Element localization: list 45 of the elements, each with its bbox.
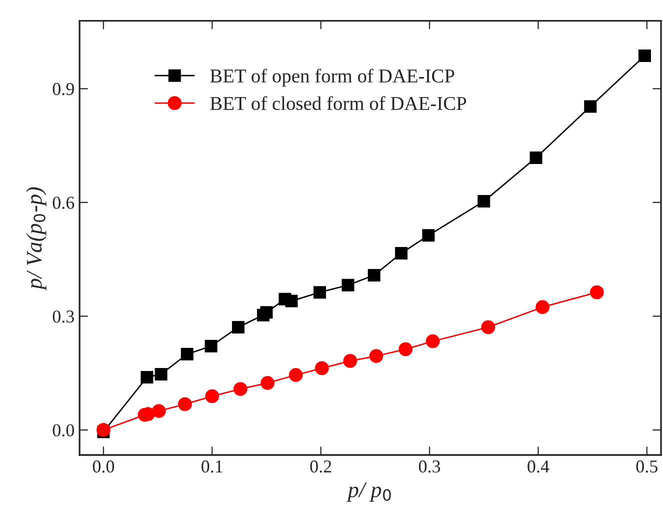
- point: [478, 195, 490, 208]
- point: [426, 334, 440, 348]
- point: [140, 371, 154, 384]
- x-tick-label: 0.2: [310, 460, 332, 473]
- x-tick-label: 0.4: [528, 460, 550, 473]
- legend-label: BET of open form of DAE-ICP: [210, 68, 454, 87]
- point: [232, 320, 244, 334]
- point: [530, 151, 542, 164]
- point: [180, 348, 194, 360]
- x-tick-label: 0.0: [92, 460, 114, 473]
- y-tick-label: 0.6: [52, 196, 74, 209]
- x-tick-label: 0.3: [418, 460, 440, 473]
- point: [369, 349, 384, 363]
- legend-label: BET of closed form of DAE-ICP: [210, 96, 466, 110]
- point: [314, 286, 326, 299]
- point: [342, 278, 354, 292]
- y-tick-label: 0.9: [52, 82, 74, 96]
- point: [260, 306, 273, 319]
- point: [395, 247, 408, 260]
- point: [233, 382, 248, 396]
- point: [285, 294, 298, 308]
- y-axis-title: p/ Va(p$_{0}$-p): [26, 187, 46, 291]
- point: [368, 269, 380, 282]
- point: [536, 300, 550, 314]
- point: [422, 229, 435, 242]
- point: [204, 340, 218, 352]
- point: [178, 397, 192, 412]
- point: [481, 320, 496, 334]
- point: [152, 404, 166, 418]
- point: [205, 389, 220, 404]
- y-tick-label: 0.0: [52, 424, 74, 436]
- x-axis-title: p/ p$_{0}$: [346, 482, 391, 502]
- point: [314, 361, 329, 376]
- point: [96, 423, 110, 437]
- point: [590, 285, 604, 300]
- point: [398, 342, 413, 356]
- y-tick-label: 0.3: [52, 310, 74, 323]
- point: [343, 354, 358, 368]
- point: [154, 368, 168, 380]
- point: [260, 376, 275, 390]
- x-tick-label: 0.1: [202, 460, 222, 473]
- point: [288, 368, 303, 382]
- point: [584, 100, 597, 113]
- point: [638, 49, 651, 62]
- x-tick-label: 0.5: [636, 460, 658, 473]
